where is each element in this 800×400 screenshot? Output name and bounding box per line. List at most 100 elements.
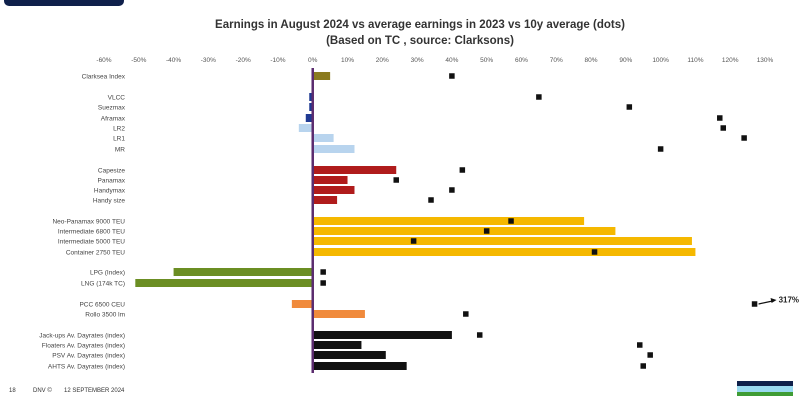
bar-handymax: [312, 186, 355, 194]
category-label: Rollo 3500 lm: [85, 312, 125, 319]
x-tick-label: 10%: [341, 57, 354, 64]
dot-suezmax: [626, 104, 633, 110]
dot-psv-av-dayrates-index: [647, 352, 653, 358]
bar-intermediate-5000-teu: [312, 237, 692, 245]
category-label: LNG (174k TC): [81, 281, 125, 288]
x-tick-label: -10%: [270, 57, 285, 64]
dot-handymax: [449, 187, 455, 193]
bar-neo-panamax-9000-teu: [312, 217, 585, 225]
category-label: Intermediate 6800 TEU: [58, 229, 125, 236]
dot-lng-174k-tc: [320, 280, 326, 286]
corner-stripe-light-blue: [737, 386, 793, 392]
category-label: Panamax: [98, 178, 126, 185]
dot-lpg-index: [320, 269, 326, 275]
bar-psv-av-dayrates-index: [312, 351, 386, 359]
bar-capesize: [312, 166, 397, 174]
x-tick-label: 130%: [757, 57, 774, 64]
category-label: Aframax: [101, 116, 126, 123]
dot-lr1: [741, 135, 747, 141]
bar-ahts-av-dayrates-index: [312, 362, 407, 370]
bar-handy-size: [312, 196, 338, 204]
category-label: MR: [115, 147, 125, 154]
x-tick-label: -30%: [201, 57, 216, 64]
category-label: Handy size: [93, 198, 126, 205]
x-tick-label: 90%: [619, 57, 632, 64]
bar-lr2: [298, 124, 313, 132]
dot-neo-panamax-9000-teu: [508, 218, 514, 224]
bar-suezmax: [309, 103, 313, 111]
x-tick-label: 40%: [445, 57, 458, 64]
x-tick-label: 30%: [411, 57, 424, 64]
chart-subtitle: (Based on TC , source: Clarksons): [326, 35, 514, 47]
dot-intermediate-5000-teu: [410, 238, 417, 244]
bar-lng-174k-tc: [135, 279, 313, 287]
bar-lpg-index: [173, 268, 313, 276]
category-label: Clarksea Index: [82, 74, 126, 81]
bar-vlcc: [309, 93, 313, 101]
category-label: PCC 6500 CEU: [79, 302, 125, 309]
x-tick-label: 70%: [550, 57, 563, 64]
x-tick-label: 80%: [585, 57, 598, 64]
bar-clarksea-index: [312, 72, 331, 80]
chart-title: Earnings in August 2024 vs average earni…: [215, 19, 625, 31]
dot-handy-size: [428, 197, 434, 203]
bar-intermediate-6800-teu: [312, 227, 616, 235]
bar-mr: [312, 145, 355, 153]
dot-floaters-av-dayrates-index: [637, 342, 643, 348]
annotation-arrow-line: [758, 300, 773, 305]
bar-panamax: [312, 176, 348, 184]
x-tick-label: 20%: [376, 57, 389, 64]
category-label: Container 2750 TEU: [66, 250, 125, 257]
x-tick-label: -60%: [96, 57, 111, 64]
bar-floaters-av-dayrates-index: [312, 341, 362, 349]
corner-stripe-navy: [737, 381, 793, 386]
dot-mr: [657, 146, 664, 152]
dot-panamax: [393, 177, 399, 183]
category-label: Capesize: [98, 168, 125, 175]
x-tick-label: -50%: [131, 57, 146, 64]
category-label: Intermediate 5000 TEU: [58, 239, 125, 246]
x-tick-label: 0%: [308, 57, 318, 64]
category-label: AHTS Av. Dayrates (index): [48, 364, 125, 371]
footer-date: 12 SEPTEMBER 2024: [64, 388, 125, 394]
bar-aframax: [305, 114, 313, 122]
category-label: LR2: [113, 126, 125, 133]
corner-stripe-green: [737, 392, 793, 396]
x-tick-label: -20%: [236, 57, 251, 64]
dot-lr2: [720, 125, 727, 131]
category-label: Handymax: [94, 188, 126, 195]
category-label: PSV Av. Dayrates (index): [52, 353, 125, 360]
bar-container-2750-teu: [312, 248, 696, 256]
bar-rollo-3500-lm: [312, 310, 365, 318]
category-label: Neo-Panamax 9000 TEU: [52, 219, 125, 226]
x-tick-label: 60%: [515, 57, 528, 64]
bar-pcc-6500-ceu: [291, 300, 313, 308]
bar-jack-ups-av-dayrates-index: [312, 331, 452, 339]
category-label: Suezmax: [98, 105, 126, 112]
page-number: 18: [9, 388, 16, 394]
bar-lr1: [312, 134, 334, 142]
x-tick-label: 100%: [652, 57, 669, 64]
category-label: VLCC: [108, 95, 126, 102]
dot-rollo-3500-lm: [463, 311, 469, 317]
dot-container-2750-teu: [591, 249, 598, 255]
category-label: Floaters Av. Dayrates (index): [42, 343, 125, 350]
x-tick-label: 120%: [722, 57, 739, 64]
logo-fragment: [0, 0, 140, 6]
dot-clarksea-index: [449, 73, 455, 79]
dot-pcc-6500-ceu: [751, 301, 758, 307]
dot-capesize: [459, 167, 466, 173]
footer-brand: DNV ©: [33, 388, 52, 394]
dot-ahts-av-dayrates-index: [640, 363, 646, 369]
annotation-arrow-head: [770, 298, 777, 303]
dot-intermediate-6800-teu: [483, 228, 490, 234]
dot-jack-ups-av-dayrates-index: [476, 332, 483, 338]
category-label: LPG (Index): [90, 270, 125, 277]
x-tick-label: 50%: [480, 57, 493, 64]
category-label: Jack-ups Av. Dayrates (index): [39, 333, 125, 340]
dot-vlcc: [536, 94, 542, 100]
x-tick-label: 110%: [687, 57, 703, 64]
x-tick-label: -40%: [166, 57, 181, 64]
category-label: LR1: [113, 136, 125, 143]
